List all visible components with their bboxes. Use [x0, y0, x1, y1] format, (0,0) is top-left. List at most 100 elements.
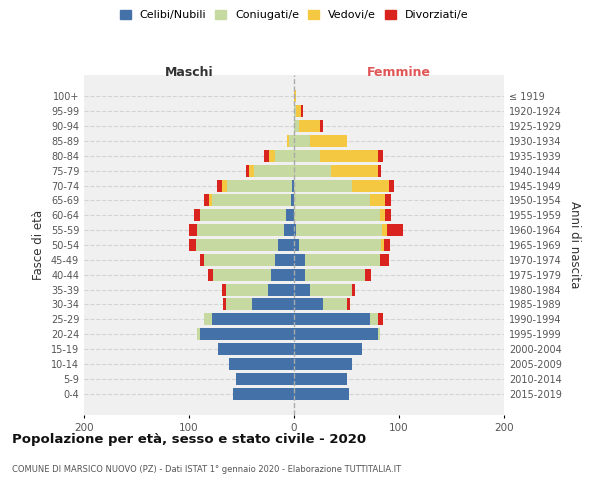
Bar: [226, 298, 252, 310]
Bar: [294, 165, 331, 176]
Bar: [213, 269, 271, 280]
Bar: [352, 180, 389, 192]
Bar: [380, 254, 389, 266]
Bar: [263, 150, 269, 162]
Bar: [189, 239, 196, 251]
Bar: [269, 150, 275, 162]
Bar: [294, 373, 347, 384]
Bar: [223, 298, 226, 310]
Bar: [365, 269, 371, 280]
Bar: [249, 165, 254, 176]
Bar: [294, 314, 370, 325]
Bar: [286, 210, 294, 221]
Bar: [226, 284, 268, 296]
Bar: [331, 165, 378, 176]
Bar: [227, 180, 292, 192]
Bar: [221, 180, 227, 192]
Bar: [294, 284, 310, 296]
Bar: [352, 284, 355, 296]
Bar: [294, 239, 299, 251]
Bar: [289, 135, 294, 147]
Bar: [271, 269, 294, 280]
Bar: [378, 314, 383, 325]
Bar: [275, 150, 294, 162]
Bar: [194, 210, 199, 221]
Bar: [380, 210, 385, 221]
Bar: [294, 269, 305, 280]
Legend: Celibi/Nubili, Coniugati/e, Vedovi/e, Divorziati/e: Celibi/Nubili, Coniugati/e, Vedovi/e, Di…: [115, 6, 473, 25]
Bar: [294, 106, 296, 117]
Bar: [294, 150, 320, 162]
Bar: [296, 224, 382, 236]
Bar: [236, 373, 294, 384]
Bar: [385, 194, 391, 206]
Bar: [197, 328, 199, 340]
Bar: [212, 314, 294, 325]
Bar: [204, 314, 212, 325]
Bar: [385, 210, 391, 221]
Bar: [320, 120, 323, 132]
Text: Maschi: Maschi: [164, 66, 214, 78]
Bar: [323, 298, 347, 310]
Bar: [382, 224, 388, 236]
Text: Popolazione per età, sesso e stato civile - 2020: Popolazione per età, sesso e stato civil…: [12, 432, 366, 446]
Bar: [229, 358, 294, 370]
Bar: [197, 224, 284, 236]
Bar: [204, 194, 209, 206]
Bar: [388, 224, 403, 236]
Bar: [292, 180, 294, 192]
Bar: [294, 254, 305, 266]
Bar: [291, 194, 294, 206]
Bar: [370, 194, 385, 206]
Bar: [385, 239, 389, 251]
Bar: [294, 180, 352, 192]
Bar: [294, 194, 370, 206]
Bar: [378, 165, 381, 176]
Bar: [378, 150, 383, 162]
Bar: [275, 254, 294, 266]
Bar: [252, 298, 294, 310]
Y-axis label: Fasce di età: Fasce di età: [32, 210, 45, 280]
Bar: [294, 298, 323, 310]
Bar: [320, 150, 378, 162]
Bar: [294, 358, 352, 370]
Bar: [294, 388, 349, 400]
Bar: [233, 388, 294, 400]
Bar: [310, 135, 347, 147]
Bar: [294, 343, 362, 355]
Text: Femmine: Femmine: [367, 66, 431, 78]
Y-axis label: Anni di nascita: Anni di nascita: [568, 202, 581, 288]
Bar: [301, 106, 304, 117]
Bar: [299, 120, 320, 132]
Bar: [221, 284, 226, 296]
Bar: [199, 210, 286, 221]
Bar: [189, 224, 197, 236]
Bar: [296, 106, 301, 117]
Bar: [218, 343, 294, 355]
Bar: [370, 314, 378, 325]
Bar: [209, 194, 212, 206]
Bar: [246, 165, 249, 176]
Bar: [299, 239, 381, 251]
Bar: [389, 180, 394, 192]
Bar: [287, 135, 289, 147]
Bar: [208, 269, 213, 280]
Bar: [381, 239, 384, 251]
Bar: [217, 180, 221, 192]
Bar: [204, 254, 275, 266]
Bar: [284, 224, 294, 236]
Bar: [294, 328, 378, 340]
Bar: [294, 224, 296, 236]
Bar: [199, 328, 294, 340]
Bar: [278, 239, 294, 251]
Bar: [294, 90, 296, 102]
Bar: [294, 135, 310, 147]
Bar: [294, 120, 299, 132]
Bar: [212, 194, 291, 206]
Bar: [294, 210, 380, 221]
Bar: [305, 269, 365, 280]
Bar: [199, 254, 204, 266]
Bar: [347, 298, 350, 310]
Bar: [305, 254, 380, 266]
Text: COMUNE DI MARSICO NUOVO (PZ) - Dati ISTAT 1° gennaio 2020 - Elaborazione TUTTITA: COMUNE DI MARSICO NUOVO (PZ) - Dati ISTA…: [12, 466, 401, 474]
